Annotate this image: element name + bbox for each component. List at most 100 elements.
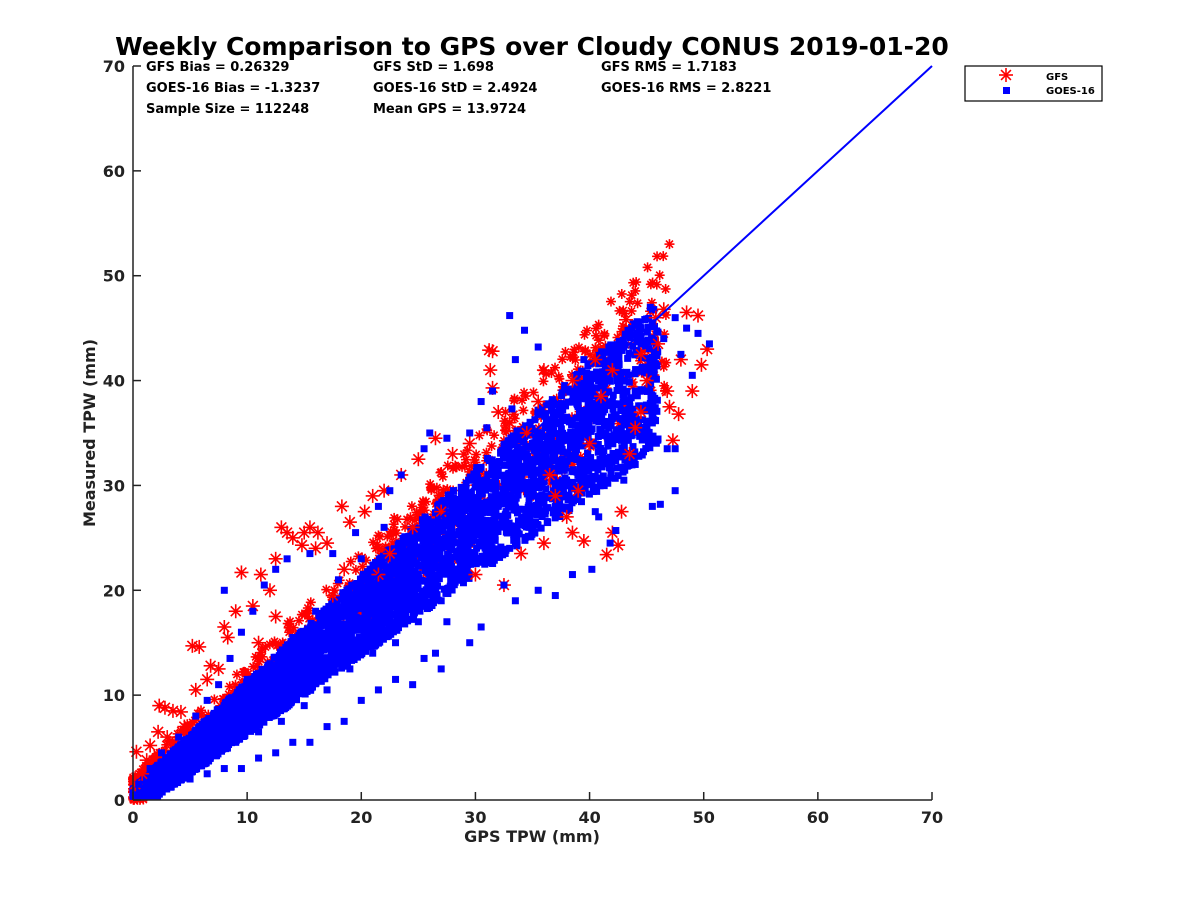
goes16-point bbox=[529, 503, 537, 511]
goes16-point bbox=[551, 514, 559, 522]
gfs-point bbox=[599, 330, 610, 341]
goes16-point bbox=[600, 482, 608, 490]
goes16-point bbox=[350, 597, 358, 605]
goes16-point bbox=[623, 462, 631, 470]
goes16-point bbox=[613, 346, 621, 354]
gfs-point bbox=[437, 471, 448, 482]
goes16-point bbox=[515, 521, 523, 529]
goes16-point bbox=[511, 467, 519, 475]
goes16-point bbox=[653, 351, 661, 359]
goes16-point bbox=[648, 403, 656, 411]
gfs-point bbox=[658, 251, 669, 262]
goes16-point bbox=[556, 462, 564, 470]
goes16-point bbox=[450, 581, 458, 589]
goes16-point bbox=[404, 597, 412, 605]
goes16-point bbox=[594, 466, 602, 474]
goes16-point bbox=[582, 406, 590, 414]
stat-text: GFS StD = 1.698 bbox=[373, 60, 494, 75]
goes16-point bbox=[390, 570, 398, 578]
goes16-point bbox=[399, 546, 407, 554]
goes16-point bbox=[561, 382, 569, 390]
goes16-point bbox=[640, 369, 648, 377]
goes16-point bbox=[457, 560, 465, 568]
goes16-point bbox=[285, 680, 293, 688]
goes16-point bbox=[584, 433, 592, 441]
goes16-point bbox=[475, 465, 483, 473]
goes16-point bbox=[251, 708, 259, 716]
goes16-point bbox=[433, 593, 441, 601]
goes16-point bbox=[651, 404, 659, 412]
goes16-point bbox=[282, 665, 290, 673]
goes16-point bbox=[392, 603, 400, 611]
goes16-point bbox=[442, 589, 450, 597]
goes16-point bbox=[424, 591, 432, 599]
goes16-point bbox=[517, 480, 525, 488]
gfs-point bbox=[664, 239, 675, 250]
gfs-point bbox=[405, 512, 416, 523]
goes16-point bbox=[606, 453, 614, 461]
gfs-point bbox=[626, 290, 637, 301]
goes16-point bbox=[583, 457, 591, 465]
goes16-point bbox=[273, 670, 281, 678]
goes16-point bbox=[335, 594, 343, 602]
goes16-point bbox=[442, 515, 450, 523]
goes16-point bbox=[585, 490, 593, 498]
goes16-point bbox=[223, 727, 231, 735]
goes16-point bbox=[643, 419, 651, 427]
plot-points bbox=[128, 239, 715, 805]
goes16-point bbox=[315, 667, 323, 675]
goes16-point bbox=[359, 603, 367, 611]
gfs-point bbox=[517, 395, 528, 406]
goes16-point bbox=[624, 354, 632, 362]
gfs-point bbox=[642, 262, 653, 273]
goes16-point bbox=[639, 416, 647, 424]
goes16-point bbox=[554, 430, 562, 438]
goes16-point bbox=[646, 361, 654, 369]
goes16-point bbox=[529, 456, 537, 464]
goes16-point bbox=[413, 572, 421, 580]
goes16-point bbox=[607, 474, 615, 482]
goes16-point bbox=[455, 555, 463, 563]
goes16-point bbox=[603, 348, 611, 356]
goes16-point bbox=[527, 533, 535, 541]
goes16-point bbox=[550, 427, 558, 435]
goes16-point bbox=[238, 683, 246, 691]
goes16-point bbox=[409, 592, 417, 600]
goes16-point bbox=[330, 630, 338, 638]
goes16-point bbox=[205, 737, 213, 745]
goes16-point bbox=[437, 555, 445, 563]
goes16-point bbox=[428, 545, 436, 553]
goes16-point bbox=[550, 477, 558, 485]
goes16-point bbox=[421, 602, 429, 610]
gfs-point bbox=[632, 298, 643, 309]
goes16-point bbox=[497, 546, 505, 554]
goes16-point bbox=[476, 483, 484, 491]
goes16-point bbox=[494, 527, 502, 535]
goes16-point bbox=[407, 543, 415, 551]
goes16-point bbox=[419, 598, 427, 606]
gfs-point bbox=[345, 556, 356, 567]
goes16-point bbox=[601, 417, 609, 425]
goes16-point bbox=[493, 520, 501, 528]
goes16-point bbox=[627, 394, 635, 402]
goes16-point bbox=[402, 601, 410, 609]
goes16-point bbox=[459, 554, 467, 562]
goes16-point bbox=[534, 496, 542, 504]
goes16-point bbox=[585, 467, 593, 475]
goes16-point bbox=[369, 561, 377, 569]
goes16-point bbox=[580, 384, 588, 392]
goes16-point bbox=[478, 490, 486, 498]
gfs-point bbox=[528, 387, 539, 398]
goes16-point bbox=[467, 489, 475, 497]
goes16-point bbox=[403, 557, 411, 565]
goes16-point bbox=[468, 507, 476, 515]
goes16-point bbox=[504, 437, 512, 445]
goes16-point bbox=[374, 637, 382, 645]
goes16-point bbox=[580, 468, 588, 476]
goes16-point bbox=[541, 507, 549, 515]
goes16-point bbox=[566, 388, 574, 396]
goes16-point bbox=[433, 530, 441, 538]
goes16-point bbox=[490, 556, 498, 564]
gfs-point bbox=[538, 376, 549, 387]
gfs-point bbox=[654, 270, 665, 281]
